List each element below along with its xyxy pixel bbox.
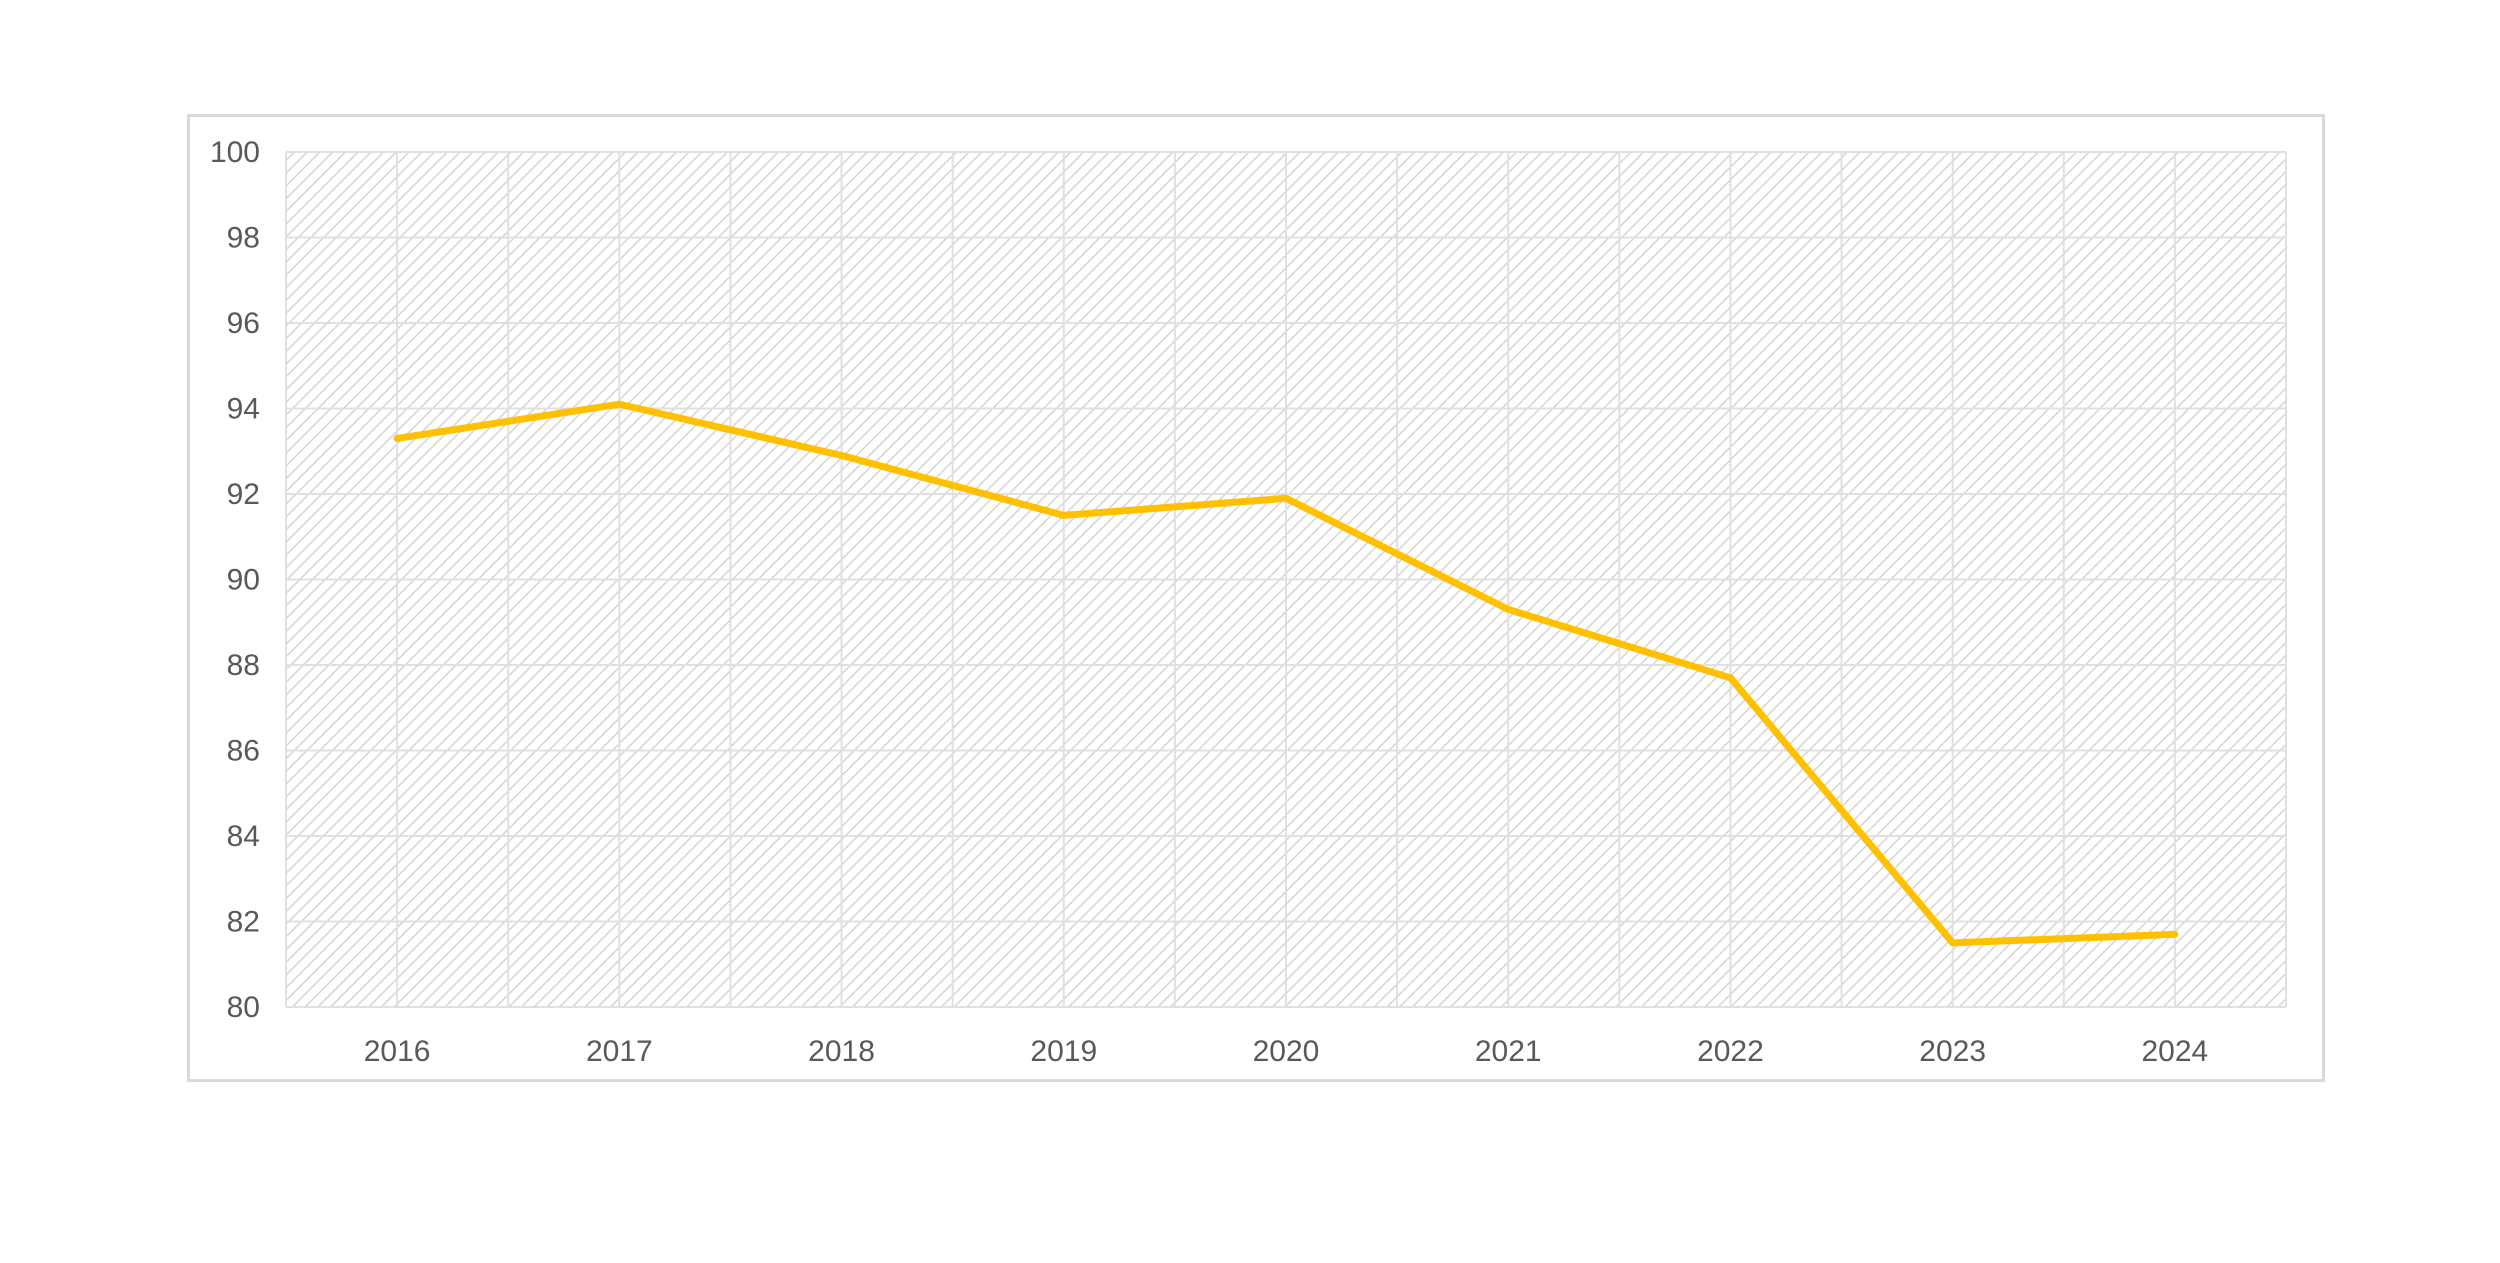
y-tick-label: 96 (227, 307, 260, 340)
data-point (838, 452, 846, 460)
y-tick-label: 80 (227, 991, 260, 1024)
y-tick-label: 90 (227, 564, 260, 597)
y-tick-label: 92 (227, 478, 260, 511)
series-layer (393, 400, 2179, 947)
x-axis-tick-labels: 2016 2017 2018 2019 2020 2021 2022 2023 2024 (364, 1035, 2209, 1068)
x-tick-label: 2020 (1253, 1035, 1320, 1068)
y-tick-label: 98 (227, 222, 260, 255)
x-tick-label: 2023 (1919, 1035, 1986, 1068)
y-tick-label: 86 (227, 735, 260, 768)
x-tick-label: 2017 (586, 1035, 653, 1068)
data-point (1504, 605, 1512, 613)
y-tick-label: 88 (227, 649, 260, 682)
data-point (1949, 939, 1957, 947)
x-tick-label: 2024 (2142, 1035, 2209, 1068)
y-tick-label: 82 (227, 906, 260, 939)
data-point (393, 434, 401, 442)
data-point (615, 400, 623, 408)
data-point (1726, 674, 1734, 682)
y-tick-label: 100 (210, 136, 260, 169)
data-point (1282, 494, 1290, 502)
x-tick-label: 2021 (1475, 1035, 1542, 1068)
y-axis-tick-labels: 100 98 96 94 92 90 88 86 84 82 80 (210, 136, 260, 1024)
x-tick-label: 2018 (808, 1035, 875, 1068)
y-tick-label: 94 (227, 393, 260, 426)
y-tick-label: 84 (227, 820, 260, 853)
gridlines (285, 151, 2287, 1008)
x-tick-label: 2016 (364, 1035, 431, 1068)
data-point (2171, 930, 2179, 938)
data-point (1060, 511, 1068, 519)
x-tick-label: 2022 (1697, 1035, 1764, 1068)
x-tick-label: 2019 (1030, 1035, 1097, 1068)
